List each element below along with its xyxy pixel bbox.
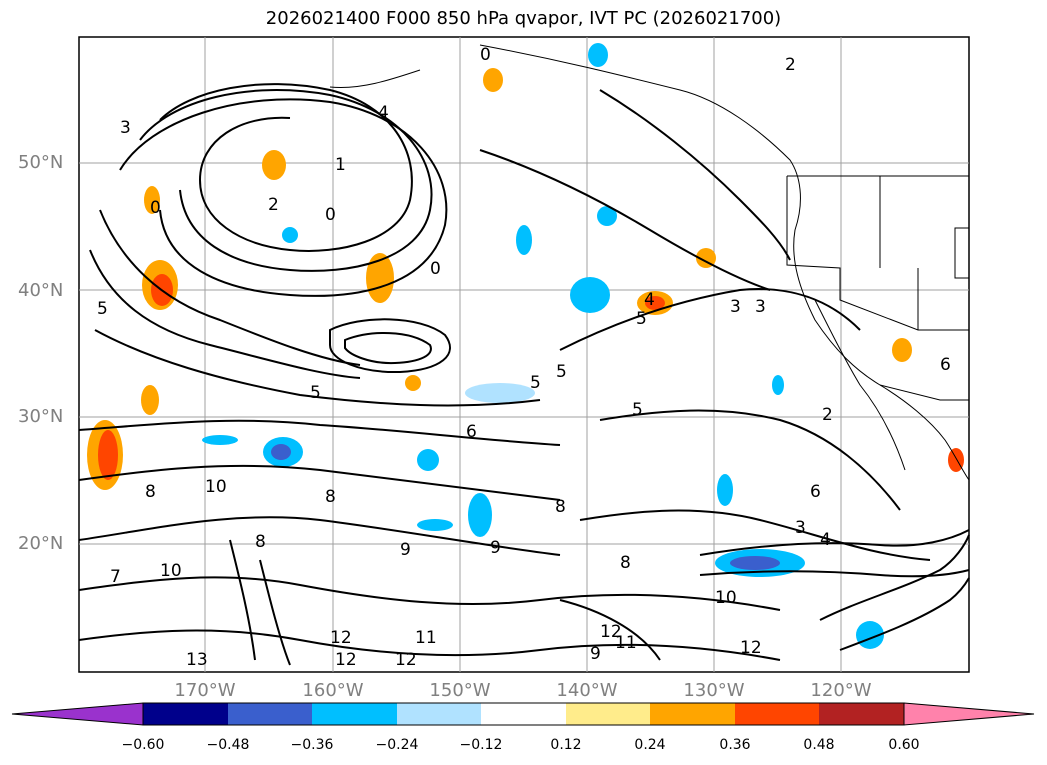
contour-label: 1: [335, 155, 346, 175]
contour-label: 2: [822, 405, 833, 425]
contour-label: 10: [160, 561, 182, 581]
colorbar-tick: −0.24: [375, 737, 419, 753]
lon-label: 140°W: [556, 680, 618, 701]
shaded-anomalies: [87, 43, 964, 649]
contour-labels: 2 3 4 1 2 0 0 0 5 5 5 5 5 3 3 4 5 2 6 6 …: [97, 45, 951, 670]
contour-label: 13: [186, 650, 208, 670]
contours: [78, 83, 970, 666]
contour-label: 9: [400, 540, 411, 560]
contour-label: 5: [97, 299, 108, 319]
colorbar-tick: −0.48: [206, 737, 250, 753]
contour-label: 0: [480, 45, 491, 65]
contour-label: 3: [755, 297, 766, 317]
colorbar-tick: −0.12: [459, 737, 503, 753]
lon-label: 160°W: [302, 680, 364, 701]
contour-label: 6: [466, 422, 477, 442]
lat-label: 30°N: [18, 406, 64, 427]
colorbar: [11, 702, 1035, 726]
contour-label: 12: [395, 650, 417, 670]
colorbar-tick: 0.36: [719, 737, 751, 753]
contour-label: 0: [430, 259, 441, 279]
contour-label: 8: [145, 482, 156, 502]
contour-label: 8: [325, 487, 336, 507]
contour-label: 12: [600, 622, 622, 642]
contour-label: 2: [785, 55, 796, 75]
colorbar-tick: −0.60: [121, 737, 165, 753]
lon-label: 150°W: [429, 680, 491, 701]
contour-label: 4: [378, 103, 389, 123]
contour-label: 8: [255, 532, 266, 552]
contour-label: 12: [335, 650, 357, 670]
lon-label: 130°W: [683, 680, 745, 701]
contour-label: 9: [590, 644, 601, 664]
contour-label: 4: [820, 530, 831, 550]
contour-label: 0: [325, 205, 336, 225]
contour-label: 8: [620, 553, 631, 573]
contour-label: 2: [268, 195, 279, 215]
contour-label: 8: [555, 497, 566, 517]
contour-label: 5: [636, 309, 647, 329]
contour-label: 4: [644, 290, 655, 310]
contour-label: 5: [556, 362, 567, 382]
contour-label: 12: [330, 628, 352, 648]
contour-label: 5: [310, 383, 321, 403]
contour-label: 11: [415, 628, 437, 648]
contour-label: 7: [110, 567, 121, 587]
contour-label: 5: [632, 400, 643, 420]
contour-label: 12: [740, 638, 762, 658]
contour-label: 6: [810, 482, 821, 502]
lat-label: 20°N: [18, 533, 64, 554]
contour-label: 0: [150, 198, 161, 218]
lon-label: 120°W: [810, 680, 872, 701]
contour-label: 5: [530, 373, 541, 393]
map-title: 2026021400 F000 850 hPa qvapor, IVT PC (…: [265, 8, 782, 29]
contour-label: 3: [730, 297, 741, 317]
colorbar-tick: 0.24: [634, 737, 666, 753]
colorbar-tick: 0.48: [803, 737, 835, 753]
lon-label: 170°W: [174, 680, 236, 701]
colorbar-tick: −0.36: [290, 737, 334, 753]
contour-label: 10: [205, 477, 227, 497]
coastlines: [329, 44, 970, 481]
contour-label: 10: [715, 588, 737, 608]
lat-label: 40°N: [18, 280, 64, 301]
map-frame: [78, 36, 970, 673]
contour-label: 11: [615, 633, 637, 653]
contour-label: 3: [795, 518, 806, 538]
lat-label: 50°N: [18, 152, 64, 173]
colorbar-tick: 0.12: [550, 737, 582, 753]
contour-label: 3: [120, 118, 131, 138]
contour-label: 6: [940, 355, 951, 375]
colorbar-tick: 0.60: [888, 737, 920, 753]
contour-label: 9: [490, 538, 501, 558]
